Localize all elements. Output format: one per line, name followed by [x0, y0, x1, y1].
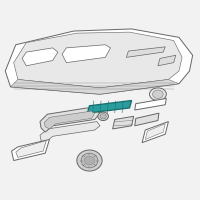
Polygon shape [62, 45, 111, 63]
Polygon shape [12, 139, 49, 161]
Ellipse shape [153, 90, 163, 98]
Ellipse shape [149, 88, 166, 101]
Ellipse shape [81, 153, 98, 168]
Polygon shape [158, 55, 176, 66]
Polygon shape [40, 122, 100, 143]
Ellipse shape [98, 112, 108, 121]
Polygon shape [135, 98, 166, 110]
Polygon shape [22, 48, 58, 66]
Ellipse shape [100, 114, 106, 119]
Polygon shape [113, 116, 134, 129]
Polygon shape [40, 108, 100, 132]
Polygon shape [87, 101, 132, 113]
Polygon shape [11, 79, 179, 94]
Ellipse shape [84, 156, 95, 165]
Polygon shape [5, 29, 193, 94]
Polygon shape [14, 32, 182, 88]
Polygon shape [142, 122, 168, 143]
Polygon shape [16, 141, 46, 157]
Polygon shape [44, 111, 95, 129]
Polygon shape [135, 113, 159, 126]
Polygon shape [126, 47, 165, 57]
Polygon shape [145, 124, 165, 139]
Ellipse shape [77, 150, 102, 171]
